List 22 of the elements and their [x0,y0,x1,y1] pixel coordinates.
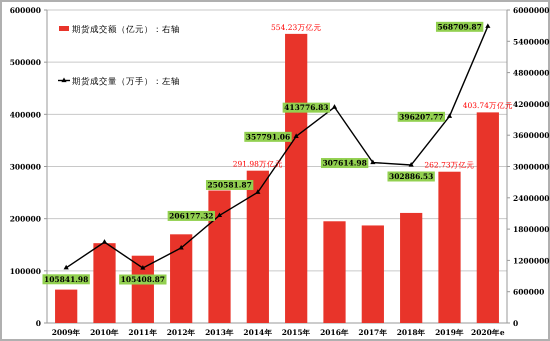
point [216,212,222,218]
legend-label: 期货成交额（亿元）：右轴 [72,24,180,35]
bar [170,234,192,323]
point [140,265,146,270]
point [485,23,490,28]
point [446,113,452,118]
point [294,133,299,138]
point [370,160,376,164]
point [255,189,260,194]
point [178,244,184,250]
bar [362,225,384,323]
legend-label: 期货成交量（万手）：左轴 [72,76,180,87]
bar [323,221,346,323]
point [64,264,69,270]
bar [476,112,499,323]
point [102,239,108,244]
bar [438,172,461,323]
bar [93,243,116,323]
point [332,104,338,109]
bar [55,290,78,323]
point [408,162,414,167]
bar [400,212,422,323]
